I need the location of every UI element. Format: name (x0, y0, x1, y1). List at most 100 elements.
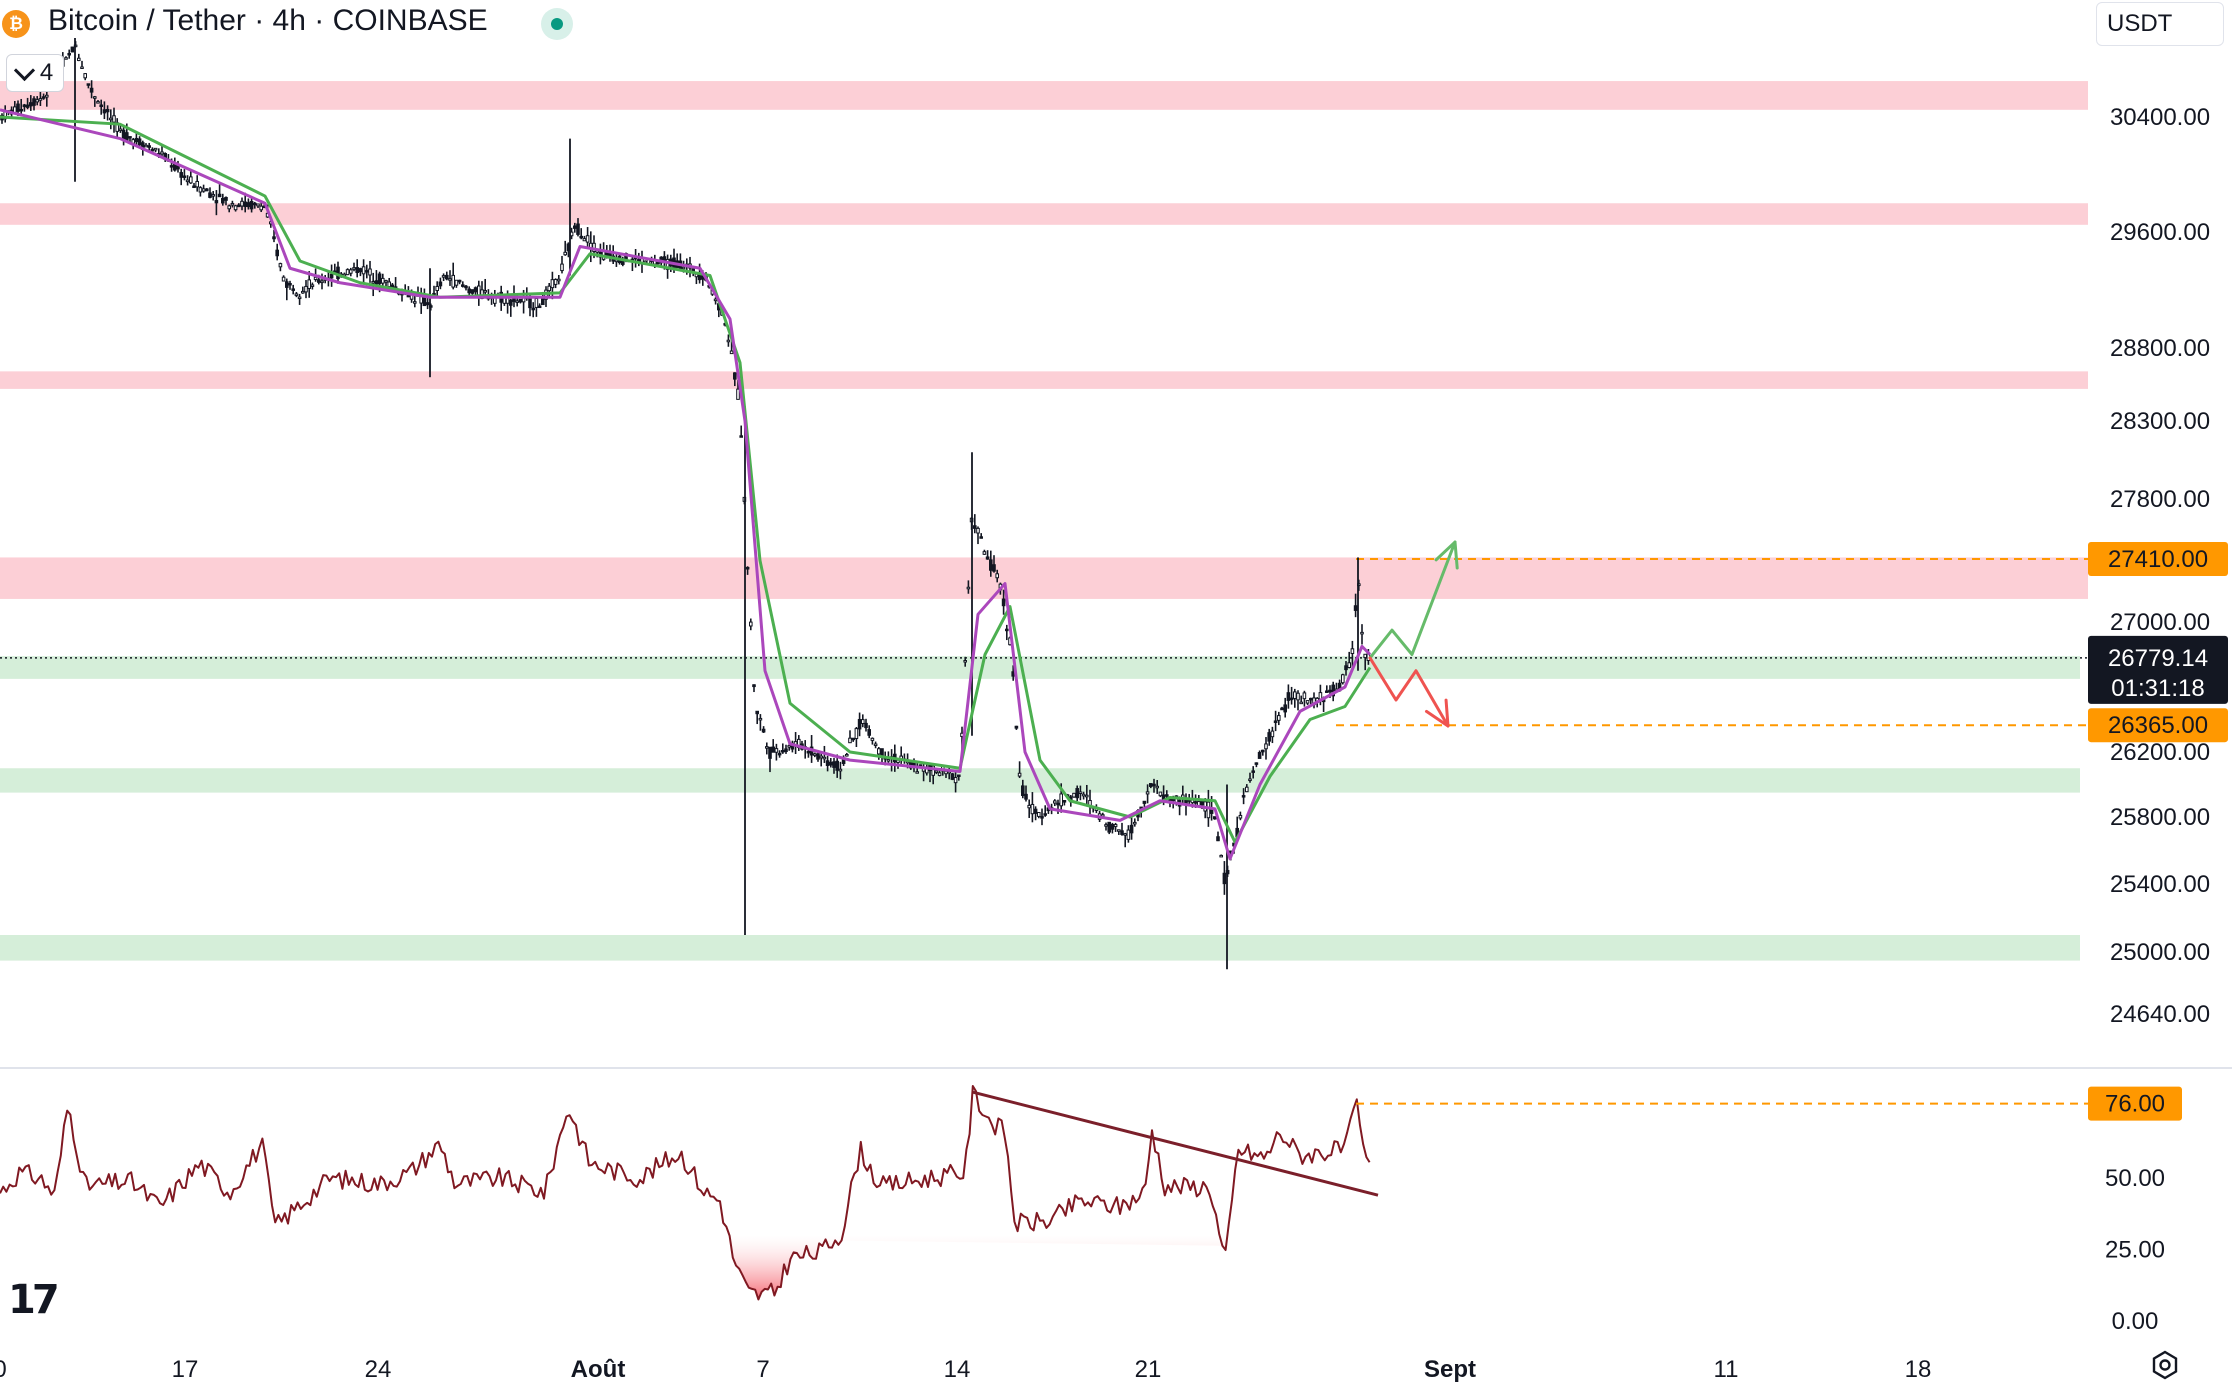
candle-body (441, 275, 446, 278)
candle-body (1081, 793, 1086, 797)
upper-level-tag: 27410.00 (2108, 546, 2208, 573)
candle-body (173, 163, 177, 171)
candle-body (147, 145, 151, 148)
candle-body (582, 238, 587, 242)
candle-body (528, 297, 532, 309)
candle-body (64, 57, 68, 60)
candle-body (208, 192, 212, 198)
ema-slow-line (0, 115, 1372, 844)
candle-body (857, 718, 862, 730)
market-open-status-icon (541, 8, 573, 40)
candle-body (1286, 692, 1291, 701)
candle-body (681, 266, 686, 270)
candle-body (841, 759, 846, 765)
candle-body (473, 287, 478, 293)
candle-body (1014, 725, 1019, 729)
candle-body (438, 281, 443, 287)
candle-body (1184, 799, 1188, 804)
candle-body (1033, 808, 1038, 814)
settings-gear-icon[interactable] (2150, 1350, 2180, 1380)
candle-body (845, 753, 849, 757)
candle-body (1363, 653, 1368, 659)
candle-body (96, 101, 100, 104)
candle-body (118, 128, 123, 132)
candle-body (1145, 791, 1150, 795)
resistance-zone-3 (0, 557, 2088, 599)
candle-body (1257, 752, 1262, 759)
candle-body (518, 298, 523, 303)
candle-body (307, 279, 311, 289)
candle-body (867, 729, 872, 736)
candle-body (237, 204, 241, 208)
scenario-down-arrow-head (1424, 698, 1450, 728)
candle-body (560, 263, 564, 272)
candle-body (1261, 749, 1265, 753)
candle-body (931, 765, 936, 776)
candle-body (1056, 802, 1060, 806)
candle-body (1347, 662, 1352, 668)
candle-body (451, 274, 455, 288)
candle-body (541, 298, 545, 306)
candle-body (1005, 628, 1009, 632)
candle-body (1219, 854, 1224, 858)
candle-body (1030, 803, 1035, 815)
candle-body (877, 748, 881, 755)
price-tick-label: 28300.00 (2110, 408, 2210, 435)
candle-body (915, 771, 920, 774)
candle-body (1107, 821, 1112, 833)
candle-body (1085, 794, 1089, 798)
candle-body (864, 722, 868, 729)
candle-body (445, 274, 449, 280)
candle-body (973, 525, 977, 529)
currency-selector[interactable]: USDT (2096, 2, 2224, 46)
time-tick-label: 21 (1135, 1356, 1162, 1383)
candle-body (112, 115, 116, 123)
candle-body (822, 756, 827, 760)
symbol-title[interactable]: Bitcoin / Tether · 4h · COINBASE (48, 4, 488, 37)
indicator-count: 4 (39, 59, 54, 86)
candle-body (553, 279, 558, 285)
candle-body (761, 728, 766, 733)
candle-body (374, 280, 379, 285)
candle-body (109, 117, 113, 121)
candle-body (854, 728, 859, 740)
candle-body (80, 66, 84, 70)
candle-body (1331, 684, 1336, 697)
time-tick-label: Sept (1424, 1356, 1476, 1383)
candle-body (1021, 785, 1025, 796)
rsi-tick-label: 50.00 (2105, 1165, 2165, 1192)
candle-body (1241, 795, 1246, 798)
candle-body (381, 277, 385, 284)
price-levels (0, 557, 2088, 727)
candle-body (1024, 793, 1028, 800)
resistance-zone-1 (0, 203, 2088, 225)
candle-body (739, 435, 744, 438)
candle-body (1353, 605, 1358, 611)
candle-body (982, 551, 987, 555)
candle-body (205, 188, 209, 192)
indicators-collapse-button[interactable]: 4 (6, 54, 64, 92)
candle-body (614, 259, 619, 263)
candle-body (985, 556, 990, 560)
rsi-oversold-fill (729, 1235, 1226, 1300)
candle-body (185, 179, 190, 183)
price-tick-label: 28800.00 (2110, 335, 2210, 362)
candle-body (579, 235, 584, 239)
candle-body (275, 249, 279, 257)
candle-body (713, 298, 718, 302)
candle-body (1027, 804, 1032, 809)
candle-body (784, 748, 788, 753)
rsi-tick-label: 25.00 (2105, 1237, 2165, 1264)
candle-body (285, 281, 289, 288)
upper-level-tag-bg (2088, 541, 2228, 576)
candle-body (22, 104, 27, 108)
candle-body (1254, 762, 1259, 765)
candle-body (358, 268, 363, 273)
candle-body (1149, 783, 1153, 787)
resistance-zone-0 (0, 81, 2088, 110)
candle-body (755, 710, 760, 715)
candle-body (1043, 813, 1048, 816)
candle-body (963, 660, 968, 663)
candle-body (217, 193, 222, 198)
